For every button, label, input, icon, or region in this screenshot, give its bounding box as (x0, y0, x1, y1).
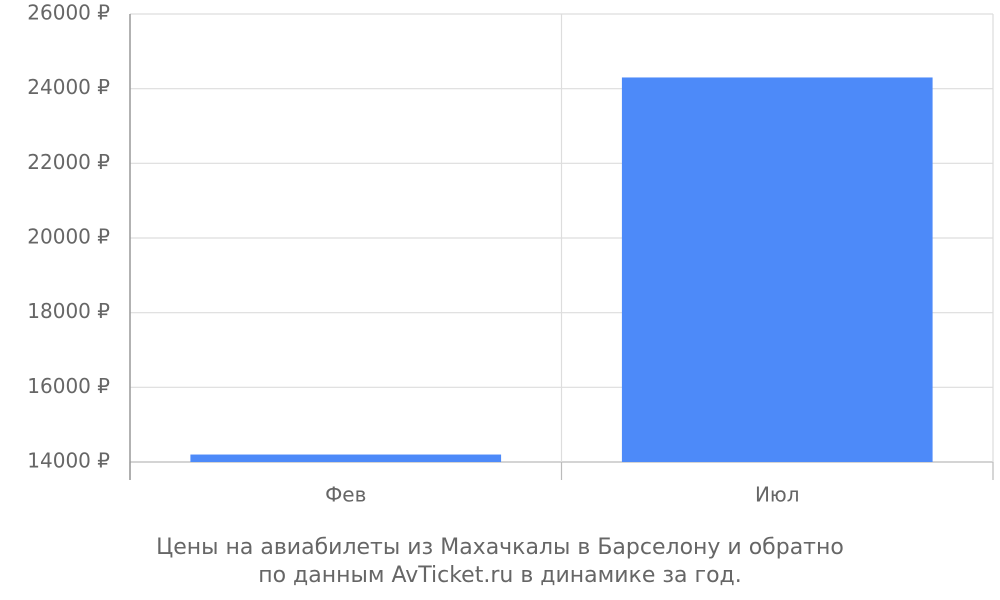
bar (190, 454, 502, 462)
caption-line: Цены на авиабилеты из Махачкалы в Барсел… (156, 535, 844, 560)
y-tick-label: 14000 ₽ (27, 449, 110, 473)
x-tick-label: Фев (325, 483, 366, 507)
y-tick-label: 26000 ₽ (27, 1, 110, 25)
x-tick-label: Июл (755, 483, 800, 507)
caption-line: по данным AvTicket.ru в динамике за год. (258, 563, 742, 588)
y-tick-label: 22000 ₽ (27, 150, 110, 174)
bar (621, 77, 933, 462)
y-tick-label: 16000 ₽ (27, 374, 110, 398)
y-tick-label: 18000 ₽ (27, 299, 110, 323)
y-tick-label: 24000 ₽ (27, 75, 110, 99)
y-tick-label: 20000 ₽ (27, 225, 110, 249)
